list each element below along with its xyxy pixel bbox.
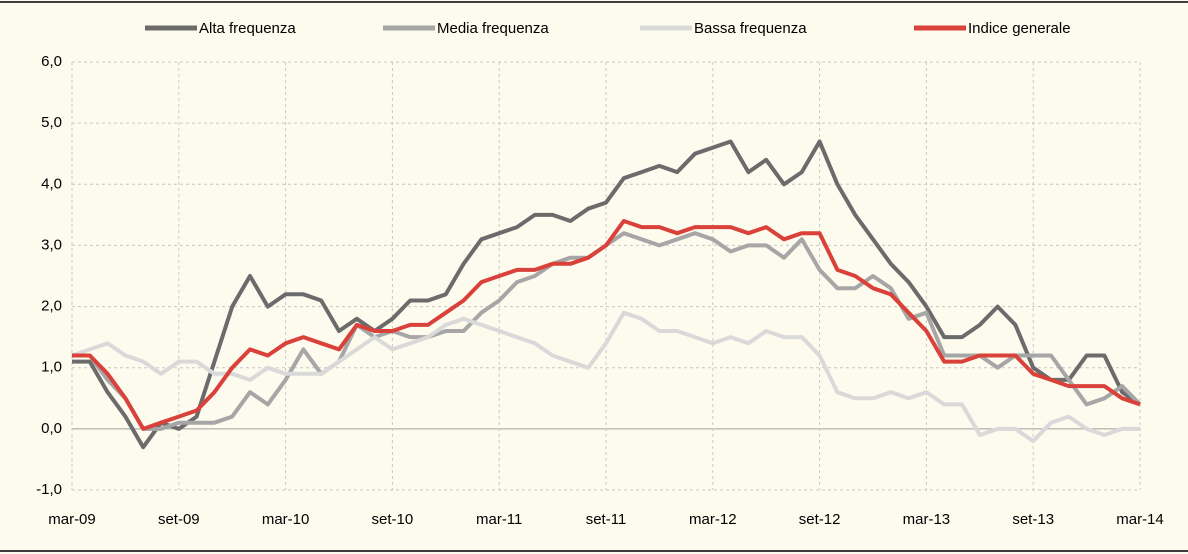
x-tick-label: mar-10 <box>262 511 310 528</box>
x-tick-label: mar-11 <box>476 511 522 528</box>
x-tick-label: mar-14 <box>1116 511 1164 528</box>
x-tick-label: mar-13 <box>903 511 951 528</box>
x-tick-label: set-13 <box>1012 511 1054 528</box>
x-tick-label: mar-09 <box>48 511 96 528</box>
legend-label: Alta frequenza <box>199 20 296 37</box>
x-tick-label: set-10 <box>372 511 414 528</box>
y-tick-label: 0,0 <box>41 420 62 437</box>
y-tick-label: 2,0 <box>41 298 62 315</box>
y-tick-label: -1,0 <box>36 481 62 498</box>
x-tick-label: mar-12 <box>689 511 737 528</box>
x-tick-label: set-12 <box>799 511 841 528</box>
y-tick-label: 5,0 <box>41 114 62 131</box>
series-line <box>72 139 1142 450</box>
series-line <box>72 219 1141 431</box>
x-tick-label: set-09 <box>158 511 200 528</box>
x-tick-label: set-11 <box>586 511 627 528</box>
legend-label: Media frequenza <box>437 20 549 37</box>
y-tick-label: 1,0 <box>41 359 62 376</box>
y-tick-label: 6,0 <box>41 53 62 70</box>
series-line <box>71 310 1140 444</box>
legend-label: Bassa frequenza <box>694 20 807 37</box>
legend-label: Indice generale <box>968 20 1071 37</box>
y-tick-label: 3,0 <box>41 236 62 253</box>
y-tick-label: 4,0 <box>41 175 62 192</box>
